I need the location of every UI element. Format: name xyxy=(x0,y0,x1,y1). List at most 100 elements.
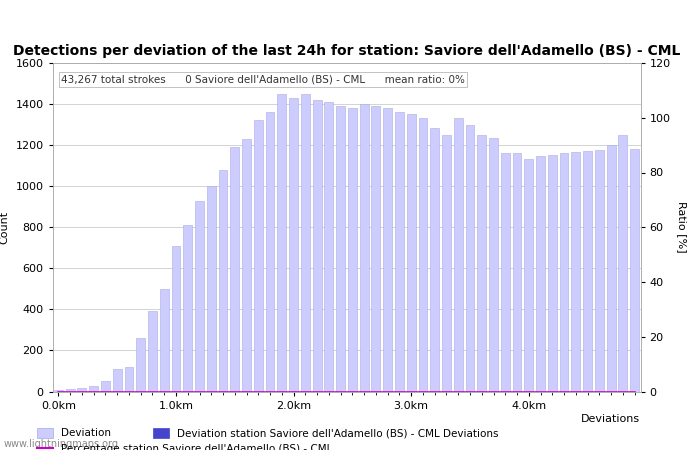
Bar xyxy=(524,159,533,392)
Percentage station Saviore dell'Adamello (BS) - CML xyxy=(454,389,463,394)
Bar xyxy=(183,225,192,392)
Bar xyxy=(207,186,216,392)
Percentage station Saviore dell'Adamello (BS) - CML xyxy=(230,389,239,394)
Percentage station Saviore dell'Adamello (BS) - CML xyxy=(466,389,474,394)
Percentage station Saviore dell'Adamello (BS) - CML xyxy=(78,389,86,394)
Percentage station Saviore dell'Adamello (BS) - CML xyxy=(289,389,298,394)
Bar xyxy=(266,112,274,392)
Bar xyxy=(324,102,333,392)
Percentage station Saviore dell'Adamello (BS) - CML xyxy=(536,389,545,394)
Bar xyxy=(395,112,404,392)
Percentage station Saviore dell'Adamello (BS) - CML xyxy=(548,389,556,394)
Percentage station Saviore dell'Adamello (BS) - CML xyxy=(477,389,486,394)
Bar xyxy=(113,369,122,392)
Percentage station Saviore dell'Adamello (BS) - CML xyxy=(313,389,321,394)
Bar xyxy=(384,108,392,392)
Bar xyxy=(301,94,309,392)
Bar xyxy=(560,153,568,392)
Bar xyxy=(512,153,522,392)
Bar xyxy=(195,201,204,392)
Bar xyxy=(583,151,592,392)
Percentage station Saviore dell'Adamello (BS) - CML xyxy=(301,389,309,394)
Title: Detections per deviation of the last 24h for station: Saviore dell'Adamello (BS): Detections per deviation of the last 24h… xyxy=(13,44,680,58)
Percentage station Saviore dell'Adamello (BS) - CML xyxy=(102,389,110,394)
Percentage station Saviore dell'Adamello (BS) - CML xyxy=(501,389,510,394)
Bar xyxy=(407,114,416,392)
Bar xyxy=(66,389,75,392)
Bar xyxy=(90,387,98,392)
Legend: Deviation, Deviation station Saviore dell'Adamello (BS) - CML Deviations: Deviation, Deviation station Saviore del… xyxy=(33,423,503,442)
Bar xyxy=(360,104,368,392)
Text: www.lightningmaps.org: www.lightningmaps.org xyxy=(4,439,118,449)
Y-axis label: Count: Count xyxy=(0,211,10,244)
Percentage station Saviore dell'Adamello (BS) - CML xyxy=(66,389,74,394)
Bar xyxy=(136,338,145,392)
Bar xyxy=(336,106,345,392)
Bar xyxy=(419,118,427,392)
Bar xyxy=(78,388,86,392)
Percentage station Saviore dell'Adamello (BS) - CML xyxy=(583,389,592,394)
Bar xyxy=(172,246,181,392)
Bar xyxy=(571,152,580,392)
Percentage station Saviore dell'Adamello (BS) - CML xyxy=(489,389,498,394)
Bar xyxy=(125,367,133,392)
Percentage station Saviore dell'Adamello (BS) - CML xyxy=(524,389,533,394)
Bar xyxy=(101,381,110,392)
Bar xyxy=(536,157,545,392)
Bar xyxy=(289,98,298,392)
Percentage station Saviore dell'Adamello (BS) - CML xyxy=(595,389,603,394)
Percentage station Saviore dell'Adamello (BS) - CML xyxy=(631,389,639,394)
Percentage station Saviore dell'Adamello (BS) - CML xyxy=(113,389,121,394)
Bar xyxy=(254,121,262,392)
Percentage station Saviore dell'Adamello (BS) - CML xyxy=(195,389,204,394)
Percentage station Saviore dell'Adamello (BS) - CML xyxy=(395,389,404,394)
Bar xyxy=(619,135,627,392)
Percentage station Saviore dell'Adamello (BS) - CML xyxy=(572,389,580,394)
Percentage station Saviore dell'Adamello (BS) - CML xyxy=(54,389,62,394)
Percentage station Saviore dell'Adamello (BS) - CML xyxy=(183,389,192,394)
Bar xyxy=(218,170,228,392)
Bar xyxy=(630,149,639,392)
Bar xyxy=(477,135,486,392)
Percentage station Saviore dell'Adamello (BS) - CML xyxy=(619,389,627,394)
Bar xyxy=(348,108,357,392)
Bar xyxy=(277,94,286,392)
Legend: Percentage station Saviore dell'Adamello (BS) - CML: Percentage station Saviore dell'Adamello… xyxy=(33,440,337,450)
Y-axis label: Ratio [%]: Ratio [%] xyxy=(678,202,687,253)
Bar xyxy=(500,153,510,392)
Percentage station Saviore dell'Adamello (BS) - CML xyxy=(172,389,180,394)
Bar xyxy=(54,391,63,392)
Percentage station Saviore dell'Adamello (BS) - CML xyxy=(207,389,216,394)
Percentage station Saviore dell'Adamello (BS) - CML xyxy=(372,389,380,394)
Percentage station Saviore dell'Adamello (BS) - CML xyxy=(219,389,228,394)
Percentage station Saviore dell'Adamello (BS) - CML xyxy=(325,389,333,394)
Bar xyxy=(607,145,615,392)
Percentage station Saviore dell'Adamello (BS) - CML xyxy=(419,389,427,394)
Bar xyxy=(242,139,251,392)
Bar xyxy=(466,125,475,392)
Percentage station Saviore dell'Adamello (BS) - CML xyxy=(607,389,615,394)
Bar xyxy=(430,128,439,392)
Percentage station Saviore dell'Adamello (BS) - CML xyxy=(430,389,439,394)
Bar xyxy=(548,155,556,392)
Bar xyxy=(489,138,498,392)
Percentage station Saviore dell'Adamello (BS) - CML xyxy=(242,389,251,394)
Bar xyxy=(148,311,157,392)
Percentage station Saviore dell'Adamello (BS) - CML xyxy=(560,389,568,394)
Percentage station Saviore dell'Adamello (BS) - CML xyxy=(266,389,274,394)
Percentage station Saviore dell'Adamello (BS) - CML xyxy=(136,389,145,394)
Percentage station Saviore dell'Adamello (BS) - CML xyxy=(125,389,133,394)
Bar xyxy=(313,100,321,392)
Percentage station Saviore dell'Adamello (BS) - CML xyxy=(90,389,98,394)
Bar xyxy=(372,106,380,392)
Percentage station Saviore dell'Adamello (BS) - CML xyxy=(407,389,415,394)
Bar xyxy=(595,150,603,392)
Percentage station Saviore dell'Adamello (BS) - CML xyxy=(278,389,286,394)
Percentage station Saviore dell'Adamello (BS) - CML xyxy=(254,389,262,394)
Percentage station Saviore dell'Adamello (BS) - CML xyxy=(148,389,157,394)
Percentage station Saviore dell'Adamello (BS) - CML xyxy=(337,389,345,394)
Percentage station Saviore dell'Adamello (BS) - CML xyxy=(160,389,169,394)
Bar xyxy=(230,147,239,392)
Percentage station Saviore dell'Adamello (BS) - CML xyxy=(384,389,392,394)
Text: Deviations: Deviations xyxy=(582,414,640,424)
